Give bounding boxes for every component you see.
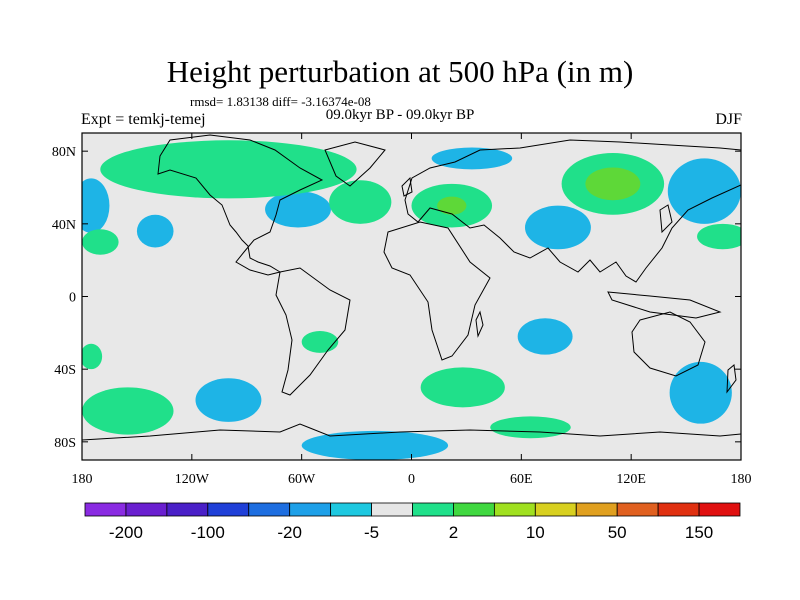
anomaly-region bbox=[301, 331, 339, 353]
colorbar-swatch bbox=[84, 502, 127, 517]
anomaly-region bbox=[265, 191, 331, 228]
lat-tick-label: 40S bbox=[54, 363, 76, 378]
lat-tick-label: 40N bbox=[52, 218, 76, 233]
colorbar-label: 10 bbox=[526, 523, 545, 542]
latitude-axis: 80N 40N 0 40S 80S bbox=[52, 145, 741, 451]
anomaly-regions bbox=[82, 140, 741, 460]
anomaly-region bbox=[420, 367, 505, 408]
experiment-label: Expt = temkj-temej bbox=[81, 111, 206, 128]
anomaly-region bbox=[100, 140, 357, 199]
coastline-africa bbox=[383, 221, 491, 361]
lon-tick-label: 180 bbox=[731, 472, 752, 487]
anomaly-region bbox=[697, 223, 741, 250]
longitude-axis: 180 120W 60W 0 60E 120E 180 bbox=[72, 133, 752, 487]
lat-tick-label: 0 bbox=[69, 291, 76, 306]
colorbar-label: 2 bbox=[449, 523, 458, 542]
lon-tick-label: 0 bbox=[408, 472, 415, 487]
rmsd-diff-stats: rmsd= 1.83138 diff= -3.16374e-08 bbox=[190, 94, 371, 109]
time-period-label: 09.0kyr BP - 09.0kyr BP bbox=[325, 107, 475, 123]
coastlines bbox=[82, 134, 741, 441]
lat-tick-label: 80S bbox=[54, 436, 76, 451]
coastline-antarctica bbox=[82, 423, 741, 441]
lon-tick-label: 60W bbox=[288, 472, 316, 487]
colorbar-swatch bbox=[371, 502, 413, 517]
anomaly-region bbox=[195, 378, 262, 422]
colorbar-swatch bbox=[166, 502, 209, 517]
lon-tick-label: 180 bbox=[72, 472, 93, 487]
coastline-australia bbox=[631, 311, 706, 377]
anomaly-region bbox=[667, 158, 741, 224]
coastline-eurasia bbox=[404, 139, 741, 283]
anomaly-region bbox=[585, 167, 641, 201]
anomaly-region bbox=[524, 205, 591, 250]
anomaly-region bbox=[82, 178, 110, 233]
colorbar-swatch bbox=[534, 502, 577, 517]
plot-title: Height perturbation at 500 hPa (in m) bbox=[166, 54, 634, 89]
colorbar-swatch bbox=[248, 502, 291, 517]
colorbar-swatch bbox=[207, 502, 250, 517]
anomaly-region bbox=[669, 361, 732, 424]
colorbar-label: -5 bbox=[364, 523, 379, 542]
season-label: DJF bbox=[715, 111, 742, 128]
coastline-madagascar bbox=[475, 310, 484, 338]
coastline-north-america bbox=[157, 134, 324, 276]
colorbar-label: 150 bbox=[685, 523, 713, 542]
colorbar-label: -20 bbox=[277, 523, 302, 542]
anomaly-region bbox=[82, 229, 119, 255]
lat-tick-label: 80N bbox=[52, 145, 76, 160]
colorbar-label: -200 bbox=[109, 523, 143, 542]
lon-tick-label: 60E bbox=[510, 472, 533, 487]
colorbar-swatch bbox=[330, 502, 372, 517]
colorbar-swatch bbox=[698, 502, 741, 517]
anomaly-region bbox=[490, 416, 571, 439]
colorbar-swatch bbox=[493, 502, 536, 517]
colorbar-swatch bbox=[453, 502, 495, 517]
colorbar-label: 50 bbox=[608, 523, 627, 542]
anomaly-region bbox=[301, 430, 449, 460]
coastline-japan bbox=[659, 204, 673, 234]
anomaly-region bbox=[431, 147, 513, 170]
anomaly-region bbox=[517, 318, 573, 355]
coastline-south-america bbox=[275, 267, 351, 396]
anomaly-region bbox=[329, 180, 392, 224]
lon-tick-label: 120W bbox=[175, 472, 210, 487]
colorbar-swatch bbox=[412, 502, 454, 517]
colorbar-label: -100 bbox=[191, 523, 225, 542]
colorbar-swatch bbox=[125, 502, 168, 517]
anomaly-region bbox=[136, 214, 174, 248]
coastline-uk bbox=[401, 176, 413, 197]
coastline-indonesia bbox=[607, 291, 722, 319]
colorbar-swatch bbox=[616, 502, 659, 517]
colorbar-swatch bbox=[289, 502, 332, 517]
colorbar-swatch bbox=[575, 502, 618, 517]
colorbar: -200 -100 -20 -5 2 10 50 150 bbox=[84, 502, 741, 542]
coastline-greenland bbox=[324, 141, 386, 187]
anomaly-region bbox=[437, 196, 467, 215]
coastline-new-zealand bbox=[726, 364, 737, 394]
lon-tick-label: 120E bbox=[616, 472, 646, 487]
colorbar-swatch bbox=[657, 502, 700, 517]
anomaly-region bbox=[82, 343, 103, 370]
anomaly-region bbox=[82, 387, 174, 435]
